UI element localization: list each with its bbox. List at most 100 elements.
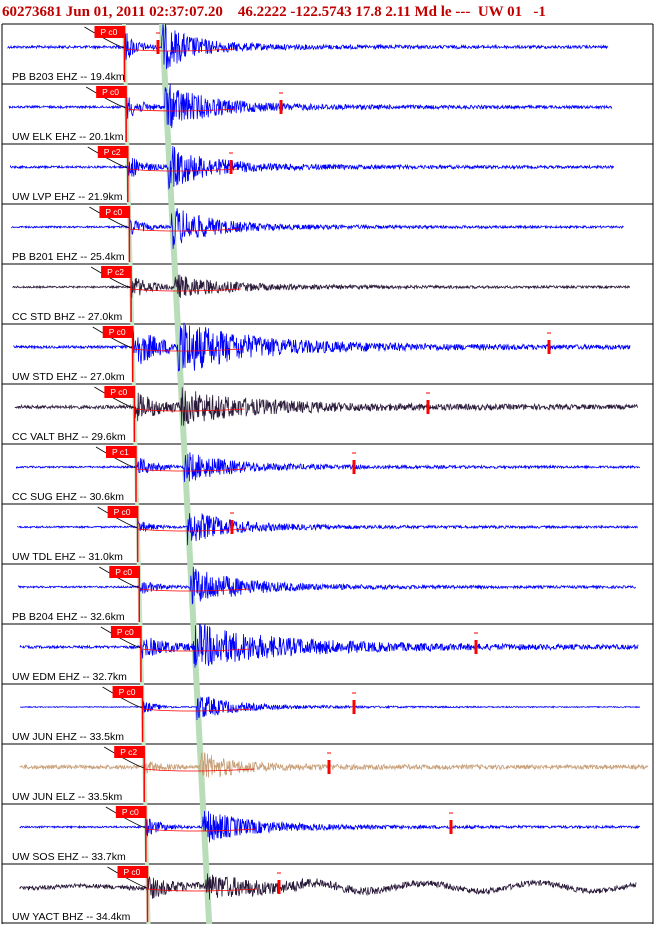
pick-guide-curve bbox=[90, 266, 132, 289]
pick-guide-curve bbox=[87, 146, 128, 169]
trace-label: UW JUN EHZ -- 33.5km bbox=[12, 731, 124, 743]
pick-label: P c2 bbox=[107, 267, 124, 277]
end-pick-mark bbox=[547, 340, 551, 354]
pick-label: P c2 bbox=[120, 747, 137, 757]
coda-curve bbox=[124, 48, 235, 52]
pick-label: P c0 bbox=[102, 87, 119, 97]
pick-guide-curve bbox=[85, 86, 127, 109]
trace-label: PB B204 EHZ -- 32.6km bbox=[12, 611, 125, 623]
coda-curve bbox=[142, 708, 253, 712]
trace-waveform bbox=[19, 810, 641, 843]
pick-label: P c0 bbox=[110, 387, 127, 397]
trace-waveform bbox=[20, 696, 641, 721]
pick-label-box bbox=[96, 86, 127, 98]
trace-label: PB B203 EHZ -- 19.4km bbox=[12, 71, 125, 83]
s-arrival-band bbox=[184, 504, 194, 564]
trace-waveform bbox=[13, 322, 631, 372]
pick-label: P c1 bbox=[112, 447, 129, 457]
end-pick-mark bbox=[229, 160, 233, 174]
pick-guide-curve bbox=[99, 566, 140, 589]
coda-curve bbox=[131, 288, 242, 292]
pick-label: P c0 bbox=[117, 627, 134, 637]
end-pick-mark bbox=[327, 760, 331, 774]
trace-label: PB B201 EHZ -- 25.4km bbox=[12, 251, 125, 263]
trace-label: UW ELK EHZ -- 20.1km bbox=[12, 131, 124, 143]
pick-guide-curve bbox=[97, 506, 138, 529]
trace-label: UW JUN ELZ -- 33.5km bbox=[12, 791, 123, 803]
trace-label: UW YACT BHZ -- 34.4km bbox=[12, 911, 131, 923]
trace-waveform bbox=[19, 623, 639, 668]
trace-label: CC VALT BHZ -- 29.6km bbox=[12, 431, 126, 443]
trace-waveform bbox=[11, 208, 624, 249]
end-pick-mark bbox=[230, 520, 234, 534]
pick-label-box bbox=[115, 806, 146, 818]
pick-guide-curve bbox=[92, 326, 133, 349]
pick-label-box bbox=[110, 626, 141, 638]
pick-label-box bbox=[99, 206, 130, 218]
pick-label: P c0 bbox=[114, 507, 131, 517]
coda-curve bbox=[127, 168, 238, 172]
pick-label-box bbox=[94, 26, 125, 38]
coda-curve bbox=[132, 348, 243, 352]
coda-curve bbox=[147, 888, 258, 892]
pick-guide-curve bbox=[94, 386, 135, 409]
pick-label: P c0 bbox=[101, 27, 118, 37]
pick-guide-curve bbox=[102, 686, 143, 709]
pick-label-box bbox=[101, 266, 132, 278]
s-arrival-band bbox=[174, 324, 184, 384]
s-arrival-band bbox=[196, 744, 206, 804]
pick-label-box bbox=[104, 386, 135, 398]
end-pick-mark bbox=[279, 100, 283, 114]
end-pick-mark bbox=[352, 460, 356, 474]
pick-label: P c0 bbox=[122, 807, 139, 817]
s-arrival-band bbox=[203, 864, 213, 924]
trace-waveform bbox=[15, 452, 641, 483]
trace-label: CC SUG EHZ -- 30.6km bbox=[12, 491, 124, 503]
pick-guide-curve bbox=[105, 806, 146, 829]
event-header: 60273681 Jun 01, 2011 02:37:07.20 46.222… bbox=[2, 4, 546, 20]
trace-waveform bbox=[19, 873, 637, 900]
end-pick-mark bbox=[449, 820, 453, 834]
pick-label: P c0 bbox=[124, 867, 141, 877]
trace-waveform bbox=[17, 513, 638, 546]
trace-waveform bbox=[18, 566, 637, 605]
trace-waveform bbox=[14, 387, 639, 426]
coda-curve bbox=[145, 828, 256, 832]
trace-label: CC STD BHZ -- 27.0km bbox=[12, 311, 123, 323]
pick-label: P c0 bbox=[109, 327, 126, 337]
trace-label: UW LVP EHZ -- 21.9km bbox=[12, 191, 123, 203]
pick-label: P c0 bbox=[119, 687, 136, 697]
coda-curve bbox=[139, 588, 250, 592]
trace-label: UW SOS EHZ -- 33.7km bbox=[12, 851, 126, 863]
pick-label-box bbox=[109, 566, 140, 578]
trace-waveform bbox=[19, 752, 649, 778]
pick-label: P c2 bbox=[104, 147, 121, 157]
coda-curve bbox=[144, 768, 255, 772]
pick-label-box bbox=[107, 506, 138, 518]
end-pick-mark bbox=[426, 400, 430, 414]
pick-label-box bbox=[114, 746, 145, 758]
pick-guide-curve bbox=[100, 626, 142, 649]
pick-label: P c0 bbox=[105, 207, 122, 217]
end-pick-mark bbox=[277, 880, 281, 894]
s-arrival-band bbox=[177, 384, 187, 444]
coda-curve bbox=[134, 408, 245, 412]
trace-label: UW STD EHZ -- 27.0km bbox=[12, 371, 125, 383]
coda-curve bbox=[126, 108, 237, 112]
pick-label-box bbox=[102, 326, 133, 338]
pick-guide-curve bbox=[107, 866, 148, 889]
trace-waveform bbox=[7, 23, 609, 70]
pick-label-box bbox=[106, 446, 136, 458]
pick-guide-curve bbox=[89, 206, 130, 229]
end-pick-mark bbox=[156, 40, 160, 54]
coda-curve bbox=[135, 468, 247, 472]
end-pick-mark bbox=[352, 700, 356, 714]
pick-label-box bbox=[97, 146, 128, 158]
pick-label: P c0 bbox=[115, 567, 132, 577]
pick-guide-curve bbox=[95, 446, 137, 469]
s-arrival-band bbox=[171, 264, 181, 324]
trace-waveform bbox=[10, 145, 615, 191]
end-pick-mark bbox=[474, 640, 478, 654]
trace-label: UW TDL EHZ -- 31.0km bbox=[12, 551, 123, 563]
